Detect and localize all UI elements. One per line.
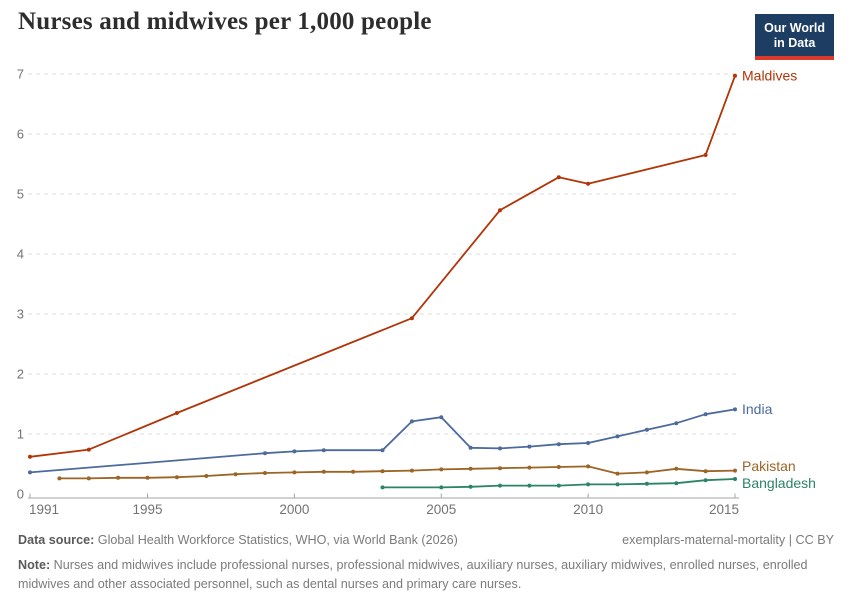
data-point-pakistan — [468, 466, 473, 471]
data-point-pakistan — [556, 465, 561, 469]
data-point-india — [644, 427, 649, 432]
data-point-pakistan — [204, 474, 209, 478]
x-tick-label: 2000 — [279, 502, 309, 517]
data-point-pakistan — [292, 470, 297, 475]
data-point-pakistan — [409, 468, 414, 473]
series-line-india — [29, 408, 736, 474]
data-point-bangladesh — [439, 485, 444, 490]
data-point-bangladesh — [468, 484, 473, 489]
data-point-pakistan — [439, 467, 444, 472]
series-label-india: India — [742, 401, 773, 417]
data-point-india — [674, 421, 679, 426]
data-point-maldives — [586, 181, 591, 186]
data-point-pakistan — [644, 470, 649, 475]
y-tick-label: 1 — [17, 427, 24, 442]
data-point-india — [556, 442, 561, 447]
x-tick-label: 2005 — [426, 502, 456, 517]
data-point-bangladesh — [644, 481, 649, 486]
data-point-india — [380, 448, 385, 453]
attribution: exemplars-maternal-mortality | CC BY — [622, 533, 834, 547]
y-tick-label: 7 — [17, 67, 24, 82]
data-point-pakistan — [86, 476, 91, 481]
data-point-pakistan — [527, 465, 532, 470]
series-label-maldives: Maldives — [742, 67, 797, 83]
data-point-maldives — [733, 73, 737, 78]
data-point-india — [468, 445, 473, 450]
y-tick-label: 3 — [17, 307, 24, 322]
owid-logo: Our World in Data — [755, 14, 834, 60]
data-point-pakistan — [174, 475, 179, 480]
line-chart: 0 1 2 3 4 5 6 7 1991 1995 2000 2005 2010 2015 Maldives… — [17, 67, 816, 518]
data-point-bangladesh — [703, 478, 708, 483]
data-point-pakistan — [586, 464, 591, 469]
series-line-pakistan — [58, 465, 736, 480]
owid-logo-line2: in Data — [773, 36, 816, 50]
data-point-pakistan — [733, 468, 737, 473]
series-line-maldives — [29, 74, 736, 458]
owid-logo-line1: Our World — [764, 21, 825, 35]
data-source-label: Data source: — [18, 533, 95, 547]
series-label-bangladesh: Bangladesh — [742, 475, 816, 491]
data-point-india — [733, 407, 737, 412]
data-point-india — [321, 448, 326, 453]
series-label-pakistan: Pakistan — [742, 458, 796, 474]
data-point-maldives — [556, 175, 561, 180]
note-label: Note: — [18, 558, 51, 573]
data-point-maldives — [409, 316, 414, 321]
data-point-bangladesh — [733, 477, 737, 481]
data-point-pakistan — [674, 466, 679, 471]
y-tick-label: 6 — [17, 127, 24, 142]
data-point-pakistan — [321, 469, 326, 474]
data-point-pakistan — [380, 469, 385, 474]
data-point-bangladesh — [527, 483, 532, 488]
data-point-maldives — [28, 454, 32, 459]
data-point-pakistan — [145, 475, 150, 480]
data-point-maldives — [174, 411, 179, 415]
data-point-india — [703, 412, 708, 417]
data-point-bangladesh — [615, 482, 620, 487]
data-point-bangladesh — [674, 481, 679, 486]
data-point-pakistan — [57, 476, 62, 481]
y-tick-label: 2 — [17, 367, 24, 382]
data-point-pakistan — [498, 466, 502, 471]
x-tick-label: 1995 — [132, 502, 162, 517]
data-point-india — [28, 470, 32, 475]
data-point-pakistan — [263, 471, 267, 475]
data-point-india — [586, 441, 591, 445]
data-point-maldives — [86, 447, 91, 452]
x-tick-label: 1991 — [29, 502, 59, 517]
note: Note: Nurses and midwives include profes… — [18, 556, 834, 593]
data-point-india — [409, 419, 414, 424]
data-point-india — [527, 444, 532, 449]
page-title: Nurses and midwives per 1,000 people — [18, 8, 432, 35]
data-point-pakistan — [703, 469, 708, 474]
data-point-bangladesh — [586, 482, 591, 487]
y-tick-label: 0 — [17, 487, 24, 502]
data-point-pakistan — [233, 472, 238, 477]
x-tick-label: 2010 — [573, 502, 603, 517]
data-point-maldives — [498, 208, 502, 213]
data-point-india — [439, 415, 444, 420]
data-point-pakistan — [615, 471, 620, 476]
data-point-india — [615, 434, 620, 439]
data-source-text: Global Health Workforce Statistics, WHO,… — [94, 533, 458, 547]
data-point-bangladesh — [380, 485, 385, 490]
data-point-pakistan — [116, 475, 121, 480]
data-point-maldives — [703, 153, 708, 157]
data-point-pakistan — [351, 469, 356, 474]
y-tick-label: 4 — [17, 247, 24, 262]
data-point-bangladesh — [498, 483, 502, 488]
data-point-india — [498, 446, 502, 451]
data-point-bangladesh — [556, 483, 561, 488]
series-line-bangladesh — [381, 478, 736, 489]
x-tick-label: 2015 — [709, 502, 739, 517]
y-tick-label: 5 — [17, 187, 24, 202]
data-point-india — [292, 449, 297, 454]
data-source: Data source: Global Health Workforce Sta… — [18, 531, 458, 549]
data-point-india — [263, 451, 267, 456]
note-text: Nurses and midwives include professional… — [18, 558, 808, 591]
chart-footer: Data source: Global Health Workforce Sta… — [18, 531, 834, 593]
